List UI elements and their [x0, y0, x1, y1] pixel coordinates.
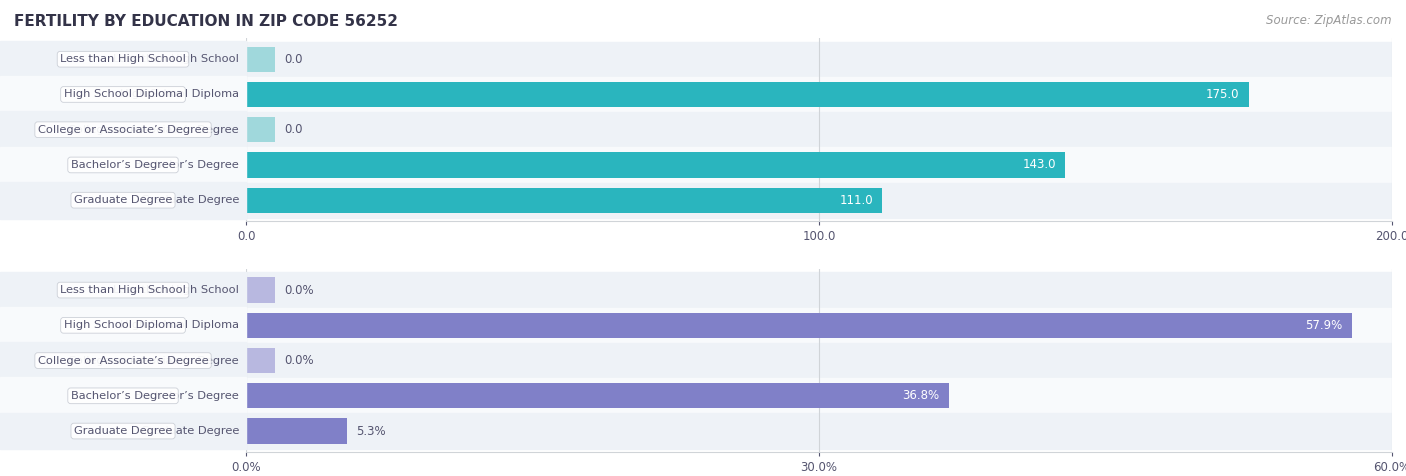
Text: College or Associate’s Degree: College or Associate’s Degree — [69, 125, 239, 135]
Text: 0.0: 0.0 — [284, 123, 302, 136]
Text: Source: ZipAtlas.com: Source: ZipAtlas.com — [1267, 14, 1392, 27]
Text: Bachelor’s Degree: Bachelor’s Degree — [134, 391, 239, 401]
Text: Less than High School: Less than High School — [112, 285, 239, 295]
Text: High School Diploma: High School Diploma — [63, 320, 183, 330]
Text: High School Diploma: High School Diploma — [63, 89, 183, 99]
Text: Bachelor’s Degree: Bachelor’s Degree — [70, 391, 176, 401]
Bar — [246, 117, 274, 142]
Text: High School Diploma: High School Diploma — [120, 89, 239, 99]
Bar — [246, 152, 1066, 178]
Text: 111.0: 111.0 — [839, 194, 873, 207]
Text: 175.0: 175.0 — [1206, 88, 1240, 101]
Text: Graduate Degree: Graduate Degree — [75, 426, 172, 436]
Bar — [246, 383, 949, 408]
Text: College or Associate’s Degree: College or Associate’s Degree — [38, 356, 208, 366]
Text: 143.0: 143.0 — [1022, 159, 1056, 171]
Bar — [0, 183, 1406, 218]
Text: 57.9%: 57.9% — [1305, 319, 1343, 332]
Text: FERTILITY BY EDUCATION IN ZIP CODE 56252: FERTILITY BY EDUCATION IN ZIP CODE 56252 — [14, 14, 398, 30]
Text: 5.3%: 5.3% — [357, 425, 387, 437]
Text: High School Diploma: High School Diploma — [120, 320, 239, 330]
Bar — [246, 188, 882, 213]
Bar — [0, 307, 1406, 343]
Bar — [0, 378, 1406, 414]
Bar — [0, 343, 1406, 378]
Bar — [246, 47, 274, 72]
Text: College or Associate’s Degree: College or Associate’s Degree — [38, 125, 208, 135]
Bar — [0, 77, 1406, 112]
Text: Less than High School: Less than High School — [60, 285, 186, 295]
Text: Graduate Degree: Graduate Degree — [75, 195, 172, 205]
Text: Graduate Degree: Graduate Degree — [141, 426, 239, 436]
Bar — [0, 41, 1406, 77]
Bar — [246, 418, 347, 444]
Text: 36.8%: 36.8% — [903, 389, 939, 402]
Text: Bachelor’s Degree: Bachelor’s Degree — [134, 160, 239, 170]
Text: 0.0%: 0.0% — [284, 354, 314, 367]
Text: Less than High School: Less than High School — [112, 54, 239, 64]
Bar — [246, 348, 274, 373]
Text: Graduate Degree: Graduate Degree — [141, 195, 239, 205]
Text: 0.0%: 0.0% — [284, 284, 314, 297]
Text: College or Associate’s Degree: College or Associate’s Degree — [69, 356, 239, 366]
Bar — [0, 148, 1406, 183]
Text: Less than High School: Less than High School — [60, 54, 186, 64]
Text: 0.0: 0.0 — [284, 53, 302, 66]
Bar — [0, 272, 1406, 307]
Text: Bachelor’s Degree: Bachelor’s Degree — [70, 160, 176, 170]
Bar — [246, 278, 274, 303]
Bar — [246, 313, 1351, 338]
Bar — [0, 112, 1406, 148]
Bar — [0, 414, 1406, 449]
Bar — [246, 82, 1249, 107]
